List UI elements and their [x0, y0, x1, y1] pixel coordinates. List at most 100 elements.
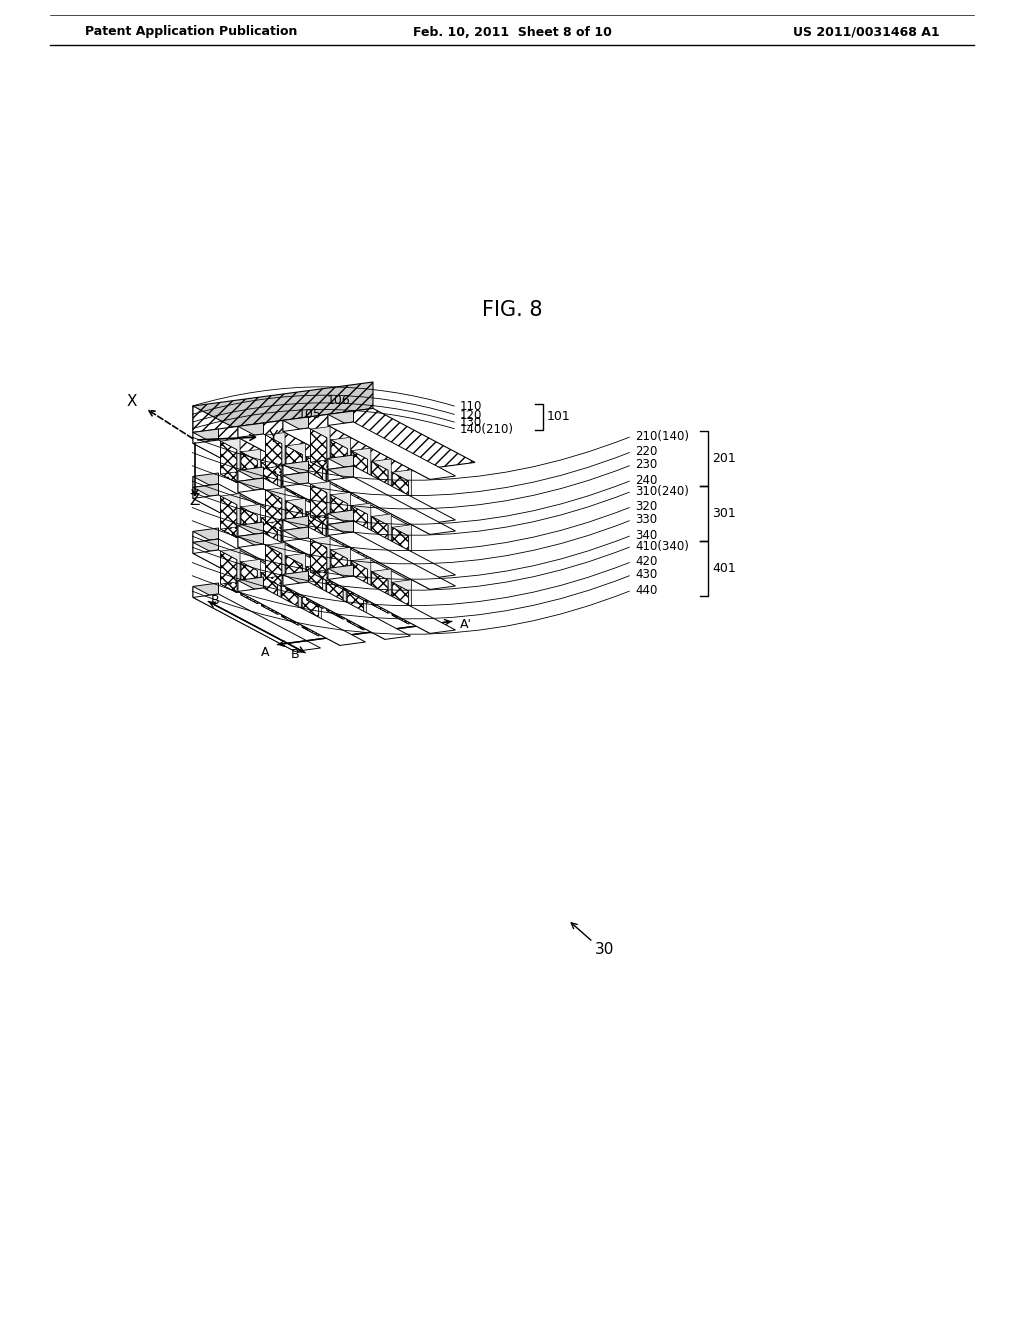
Polygon shape — [392, 582, 409, 624]
Polygon shape — [310, 569, 346, 581]
Text: 106: 106 — [327, 393, 350, 407]
Polygon shape — [265, 543, 285, 578]
Polygon shape — [238, 577, 263, 591]
Polygon shape — [283, 527, 411, 585]
Polygon shape — [261, 463, 278, 504]
Polygon shape — [241, 560, 260, 595]
Polygon shape — [193, 484, 321, 541]
Polygon shape — [302, 570, 338, 581]
Text: 120: 120 — [460, 409, 482, 421]
Polygon shape — [283, 473, 308, 486]
Text: 430: 430 — [635, 568, 657, 581]
Polygon shape — [265, 487, 285, 523]
Polygon shape — [265, 466, 301, 477]
Polygon shape — [328, 576, 456, 634]
Polygon shape — [310, 539, 327, 581]
Polygon shape — [238, 467, 263, 482]
Polygon shape — [327, 467, 343, 510]
Polygon shape — [261, 548, 297, 560]
Text: 340: 340 — [635, 528, 657, 541]
Polygon shape — [306, 512, 323, 553]
Polygon shape — [238, 533, 366, 590]
Polygon shape — [331, 581, 367, 591]
Polygon shape — [283, 417, 308, 432]
Polygon shape — [347, 531, 367, 566]
Polygon shape — [283, 516, 308, 531]
Polygon shape — [265, 520, 301, 532]
Text: 220: 220 — [635, 445, 657, 458]
Polygon shape — [238, 533, 263, 548]
Polygon shape — [328, 477, 456, 535]
Polygon shape — [193, 381, 373, 433]
Polygon shape — [282, 583, 298, 626]
Polygon shape — [193, 487, 295, 552]
Polygon shape — [265, 490, 282, 532]
Text: X: X — [127, 395, 137, 409]
Text: 110: 110 — [460, 400, 482, 413]
Polygon shape — [282, 614, 317, 626]
Polygon shape — [265, 576, 301, 586]
Polygon shape — [261, 573, 278, 614]
Polygon shape — [220, 438, 240, 474]
Polygon shape — [372, 516, 388, 558]
Text: Z: Z — [189, 492, 200, 508]
Polygon shape — [238, 536, 340, 602]
Text: 410(340): 410(340) — [635, 540, 689, 553]
Polygon shape — [286, 477, 322, 487]
Polygon shape — [238, 488, 366, 546]
Text: 230: 230 — [635, 458, 657, 471]
Polygon shape — [193, 586, 295, 651]
Polygon shape — [351, 506, 368, 548]
Text: A': A' — [460, 619, 472, 631]
Polygon shape — [238, 478, 263, 492]
Polygon shape — [238, 521, 263, 536]
Polygon shape — [302, 540, 318, 581]
Text: 130: 130 — [460, 416, 482, 429]
Polygon shape — [392, 503, 428, 513]
Polygon shape — [238, 587, 366, 645]
Polygon shape — [392, 470, 412, 506]
Text: FIG. 8: FIG. 8 — [481, 300, 543, 319]
Polygon shape — [238, 482, 340, 546]
Polygon shape — [220, 549, 240, 583]
Polygon shape — [238, 434, 366, 491]
Polygon shape — [220, 550, 237, 593]
Polygon shape — [328, 532, 456, 590]
Polygon shape — [327, 577, 343, 619]
Polygon shape — [241, 449, 260, 484]
Polygon shape — [265, 545, 282, 586]
Polygon shape — [241, 537, 276, 549]
Polygon shape — [306, 454, 326, 490]
Polygon shape — [238, 581, 340, 645]
Polygon shape — [283, 483, 411, 540]
Text: 101: 101 — [547, 411, 570, 424]
Polygon shape — [286, 556, 302, 598]
Polygon shape — [328, 466, 353, 480]
Polygon shape — [193, 528, 218, 543]
Polygon shape — [328, 466, 456, 524]
Text: Y: Y — [268, 429, 278, 445]
Text: 140(210): 140(210) — [460, 422, 514, 436]
Polygon shape — [261, 461, 281, 496]
Polygon shape — [328, 510, 353, 524]
Polygon shape — [193, 594, 321, 651]
Polygon shape — [282, 581, 301, 616]
Polygon shape — [220, 527, 256, 537]
Polygon shape — [283, 539, 411, 595]
Polygon shape — [306, 543, 342, 553]
Polygon shape — [347, 475, 367, 511]
Polygon shape — [392, 524, 412, 560]
Polygon shape — [328, 521, 353, 536]
Polygon shape — [328, 458, 430, 524]
Polygon shape — [306, 566, 323, 609]
Polygon shape — [241, 593, 276, 603]
Polygon shape — [286, 444, 305, 479]
Text: 420: 420 — [635, 554, 657, 568]
Polygon shape — [193, 532, 295, 597]
Polygon shape — [286, 531, 322, 543]
Polygon shape — [351, 503, 371, 539]
Polygon shape — [286, 500, 302, 543]
Polygon shape — [193, 433, 295, 498]
Polygon shape — [328, 470, 430, 535]
Text: 201: 201 — [712, 451, 736, 465]
